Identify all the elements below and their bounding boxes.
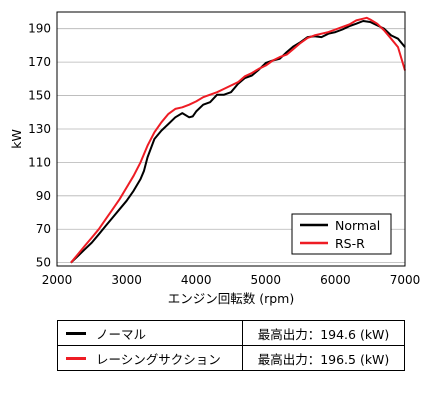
rsr-name: レーシングサクション	[96, 351, 221, 367]
table-cell-name: レーシングサクション	[57, 345, 243, 371]
series-line-rsr	[70, 16, 406, 264]
series-line-normal	[70, 20, 406, 264]
plot-frame	[56, 11, 406, 267]
y-axis-title: kW	[9, 129, 24, 149]
y-tick-label: 150	[28, 89, 51, 103]
normal-line-swatch	[66, 331, 86, 335]
table-row-normal: ノーマル 最高出力：194.6 (kW)	[57, 320, 405, 346]
table-cell-name: ノーマル	[57, 320, 243, 346]
x-tick-label: 5000	[251, 273, 282, 287]
y-tick-label: 190	[28, 22, 51, 36]
legend: Normal RS-R	[291, 213, 392, 255]
x-tick-labels: 2000 3000 4000 5000 6000 7000	[42, 273, 421, 287]
x-axis-title: エンジン回転数 (rpm)	[168, 291, 294, 306]
table-row-rsr: レーシングサクション 最高出力：196.5 (kW)	[57, 345, 405, 371]
power-chart: 50 70 90 110 130 150 170 190 2000 3000 4000 5000 60…	[9, 11, 421, 306]
series-lines	[70, 16, 406, 264]
normal-name: ノーマル	[96, 326, 147, 342]
y-tick-label: 70	[36, 222, 51, 236]
legend-label-normal: Normal	[335, 218, 380, 233]
legend-box	[291, 213, 392, 255]
rsr-line-swatch	[66, 356, 86, 360]
spec-table: ノーマル 最高出力：194.6 (kW) レーシングサクション 最高出力：196…	[57, 320, 405, 371]
x-tick-label: 7000	[390, 273, 421, 287]
y-tick-label: 90	[36, 189, 51, 203]
y-tick-label: 130	[28, 122, 51, 136]
x-tick-label: 2000	[42, 273, 73, 287]
y-tick-labels: 50 70 90 110 130 150 170 190	[28, 22, 51, 270]
normal-max-power: 最高出力：194.6 (kW)	[242, 320, 405, 346]
y-tick-label: 170	[28, 55, 51, 69]
rsr-max-power: 最高出力：196.5 (kW)	[242, 345, 405, 371]
x-tick-label: 4000	[181, 273, 212, 287]
x-tick-label: 3000	[111, 273, 142, 287]
grid-lines	[57, 28, 405, 264]
y-tick-label: 110	[28, 155, 51, 169]
x-tick-label: 6000	[320, 273, 351, 287]
legend-label-rsr: RS-R	[335, 236, 365, 251]
y-tick-label: 50	[36, 256, 51, 270]
